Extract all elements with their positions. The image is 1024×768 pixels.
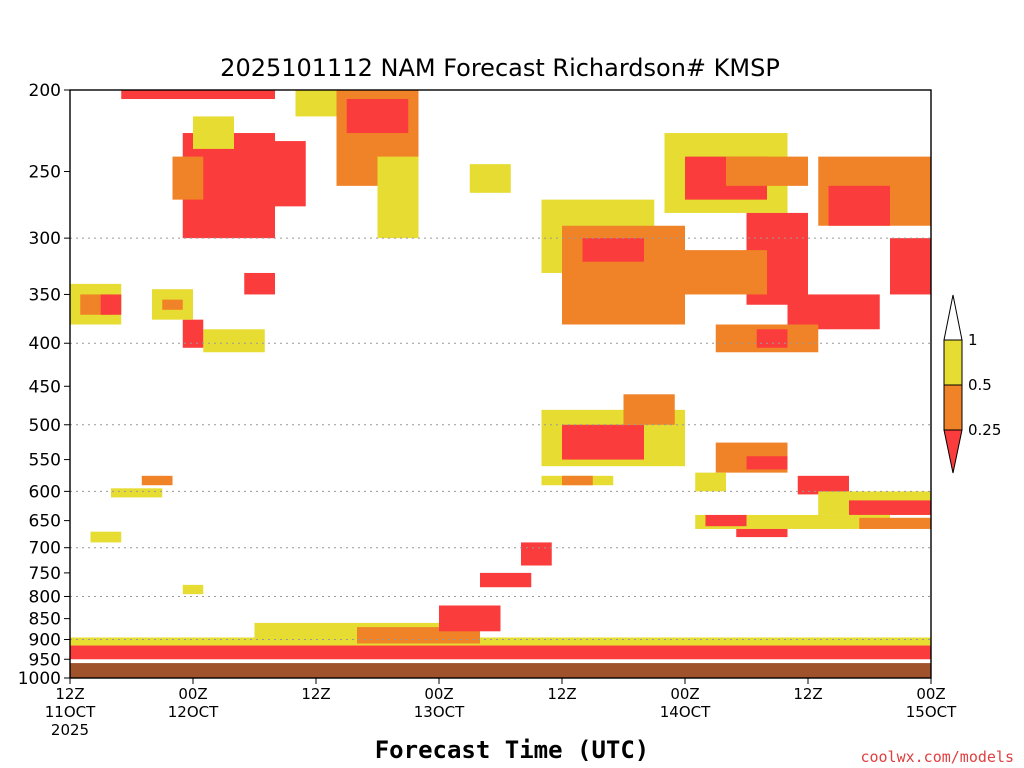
y-tick-label: 950	[29, 650, 61, 670]
y-tick-label: 350	[29, 285, 61, 305]
shaded-region-orange	[172, 156, 204, 200]
legend-label: 0.5	[968, 376, 992, 394]
shaded-region-red	[756, 329, 788, 348]
legend-swatch-orange	[943, 384, 963, 431]
shaded-region-orange	[726, 156, 808, 186]
shaded-region-yellow	[70, 637, 931, 646]
x-tick-label: 12Z	[793, 685, 822, 703]
shaded-region-red	[346, 99, 409, 134]
legend: 1 0.5 0.25	[943, 294, 1001, 474]
shaded-region-red	[797, 475, 849, 495]
y-tick-label: 300	[29, 229, 61, 249]
y-tick-label: 450	[29, 377, 61, 397]
shaded-region-red	[121, 90, 275, 100]
plot-area	[70, 90, 931, 678]
shaded-region-red	[582, 238, 644, 262]
shaded-region-red	[70, 643, 931, 660]
legend-swatch-red	[943, 429, 963, 474]
shaded-region-yellow	[469, 164, 511, 193]
x-tick-label: 2025	[51, 721, 89, 739]
shaded-region-red	[828, 185, 890, 226]
shaded-region-yellow	[193, 116, 234, 149]
y-tick-label: 400	[29, 334, 61, 354]
shaded-region-red	[849, 500, 931, 515]
shaded-region-orange	[623, 394, 675, 425]
y-tick-label: 750	[29, 564, 61, 584]
y-tick-label: 650	[29, 512, 61, 532]
shaded-region-red	[890, 238, 931, 295]
shaded-region-orange	[162, 299, 183, 310]
legend-swatch-yellow	[943, 339, 963, 386]
shaded-region-red	[705, 514, 747, 527]
shaded-region-red	[736, 528, 788, 538]
y-tick-label: 800	[29, 587, 61, 607]
chart-title: 2025101112 NAM Forecast Richardson# KMSP	[220, 54, 780, 82]
credit-text: coolwx.com/models	[860, 748, 1014, 766]
shaded-region-red	[787, 294, 880, 330]
y-tick-label: 500	[29, 416, 61, 436]
shaded-region-red	[480, 572, 532, 588]
y-tick-label: 900	[29, 631, 61, 651]
x-tick-label: 00Z	[178, 685, 207, 703]
legend-label: 1	[968, 331, 978, 349]
plot-frame	[69, 89, 932, 679]
shaded-region-yellow	[203, 329, 265, 353]
y-tick-label: 600	[29, 482, 61, 502]
x-tick-label: 12OCT	[168, 703, 219, 721]
x-tick-label: 11OCT	[45, 703, 96, 721]
shaded-region-yellow	[111, 488, 163, 498]
shaded-region-ground	[70, 663, 931, 678]
legend-swatch-top	[943, 294, 963, 341]
y-tick-label: 850	[29, 610, 61, 630]
shaded-region-yellow	[377, 156, 419, 239]
x-tick-label: 12Z	[301, 685, 330, 703]
x-tick-label: 15OCT	[906, 703, 957, 721]
y-tick-label: 1000	[18, 669, 61, 689]
shaded-region-red	[439, 605, 501, 632]
shaded-region-red	[521, 542, 552, 566]
shaded-region-orange	[562, 475, 593, 486]
shaded-region-orange	[141, 475, 173, 486]
x-tick-label: 00Z	[670, 685, 699, 703]
x-tick-label: 12Z	[55, 685, 84, 703]
shaded-region-orange	[859, 517, 931, 529]
shaded-region-red	[182, 319, 204, 348]
shaded-region-yellow	[295, 90, 337, 117]
shaded-region-red	[746, 456, 788, 470]
x-axis-label: Forecast Time (UTC)	[375, 736, 650, 764]
y-tick-label: 200	[29, 81, 61, 101]
y-tick-label: 550	[29, 451, 61, 471]
shaded-region-red	[234, 141, 306, 207]
shaded-region-orange	[685, 250, 767, 295]
x-tick-label: 00Z	[424, 685, 453, 703]
shaded-region-yellow	[182, 584, 204, 595]
x-tick-label: 14OCT	[660, 703, 711, 721]
shaded-region-yellow	[695, 472, 726, 492]
y-tick-label: 700	[29, 539, 61, 559]
shaded-region-red	[100, 294, 122, 315]
x-tick-label: 13OCT	[414, 703, 465, 721]
y-tick-label: 250	[29, 163, 61, 183]
shaded-region-yellow	[90, 531, 122, 543]
shaded-region-red	[562, 424, 644, 460]
shaded-region-red	[244, 272, 275, 295]
x-tick-label: 00Z	[916, 685, 945, 703]
legend-label: 0.25	[968, 421, 1001, 439]
y-axis: 200 250 300 350 400 450 500 550 600 650 700 750 800 8…	[18, 81, 70, 689]
x-tick-label: 12Z	[547, 685, 576, 703]
